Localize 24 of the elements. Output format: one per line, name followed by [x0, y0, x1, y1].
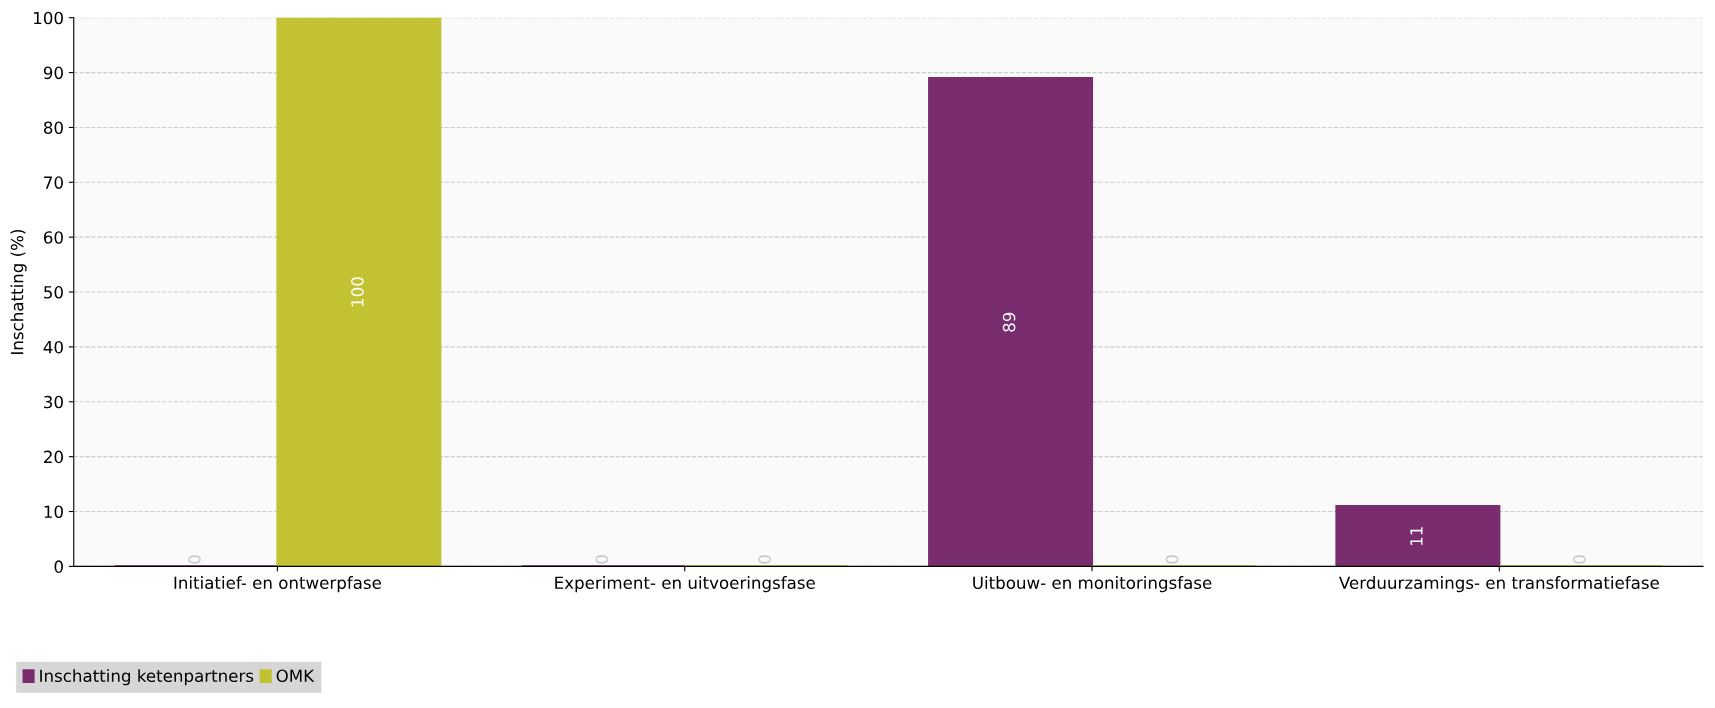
y-tick-label: 40 [43, 340, 63, 354]
y-axis-title: Inschatting (%) [10, 229, 27, 354]
bar [276, 17, 442, 567]
legend-label: OMK [276, 669, 315, 683]
y-tick-label: 70 [44, 176, 63, 189]
y-tick-label: 50 [44, 286, 63, 299]
bar [1335, 505, 1501, 567]
y-tick-label: 10 [44, 505, 63, 519]
y-tick-label: 30 [44, 395, 63, 409]
y-tick-label: 80 [43, 121, 63, 135]
x-tick-label: Experiment- en uitvoeringsfase [555, 576, 815, 593]
x-tick-label: Verduurzamings- en transformatiefase [1339, 576, 1659, 593]
y-tick-label: 60 [43, 231, 63, 244]
x-tick-label: Uitbouw- en monitoringsfase [973, 576, 1212, 593]
legend-label: Inschatting ketenpartners [40, 669, 254, 686]
data-label: 100 [351, 277, 364, 307]
y-tick-label: 90 [43, 66, 63, 80]
data-label: 89 [1002, 312, 1016, 332]
y-tick-label: 100 [34, 11, 63, 25]
x-tick-label: Initiatief- en ontwerpfase [174, 576, 381, 593]
y-tick-label: 20 [44, 450, 63, 464]
data-label: 11 [1410, 527, 1423, 545]
y-tick-label: 0 [54, 560, 63, 573]
bar [928, 77, 1094, 567]
